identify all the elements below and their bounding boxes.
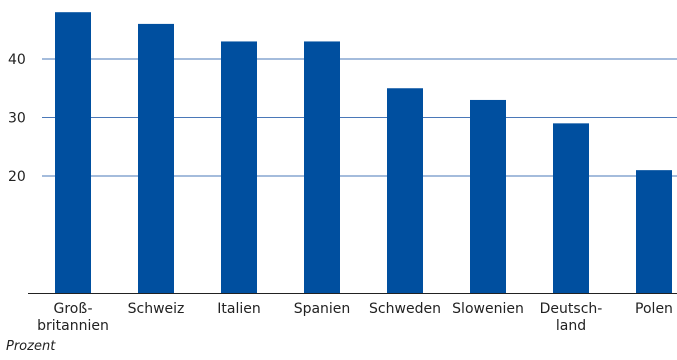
y-axis-tick-labels: 20 30 40 xyxy=(8,52,26,185)
y-tick-label-20: 20 xyxy=(8,169,26,185)
bar-4 xyxy=(387,88,423,293)
x-category-label-3: Spanien xyxy=(294,301,351,317)
x-category-label-line: britannien xyxy=(37,318,109,334)
x-category-label-6: Deutsch-land xyxy=(540,301,603,334)
x-category-label-4: Schweden xyxy=(369,301,441,317)
bars xyxy=(55,12,672,294)
x-category-label-line: Polen xyxy=(635,301,673,317)
x-category-label-5: Slowenien xyxy=(452,301,524,317)
bar-2 xyxy=(221,41,257,294)
bar-6 xyxy=(553,123,589,293)
x-category-label-line: Groß- xyxy=(54,301,93,317)
bar-3 xyxy=(304,41,340,294)
x-category-label-2: Italien xyxy=(217,301,260,317)
x-category-label-0: Groß-britannien xyxy=(37,301,109,334)
x-category-label-line: Schweiz xyxy=(128,301,185,317)
x-category-label-line: Slowenien xyxy=(452,301,524,317)
bar-5 xyxy=(470,99,506,293)
bar-1 xyxy=(138,23,174,294)
x-category-label-line: Spanien xyxy=(294,301,351,317)
x-category-label-7: Polen xyxy=(635,301,673,317)
y-tick-label-40: 40 xyxy=(8,52,26,68)
x-category-label-1: Schweiz xyxy=(128,301,185,317)
x-category-label-line: land xyxy=(556,318,586,334)
unit-label: Prozent xyxy=(6,339,56,354)
y-tick-label-30: 30 xyxy=(8,111,26,127)
x-category-label-line: Deutsch- xyxy=(540,301,603,317)
x-axis-category-labels: Groß-britannien Schweiz Italien Spanien Schw… xyxy=(37,301,673,334)
x-category-label-line: Italien xyxy=(217,301,260,317)
x-category-label-line: Schweden xyxy=(369,301,441,317)
bar-0 xyxy=(55,12,91,293)
bar-7 xyxy=(636,170,672,293)
